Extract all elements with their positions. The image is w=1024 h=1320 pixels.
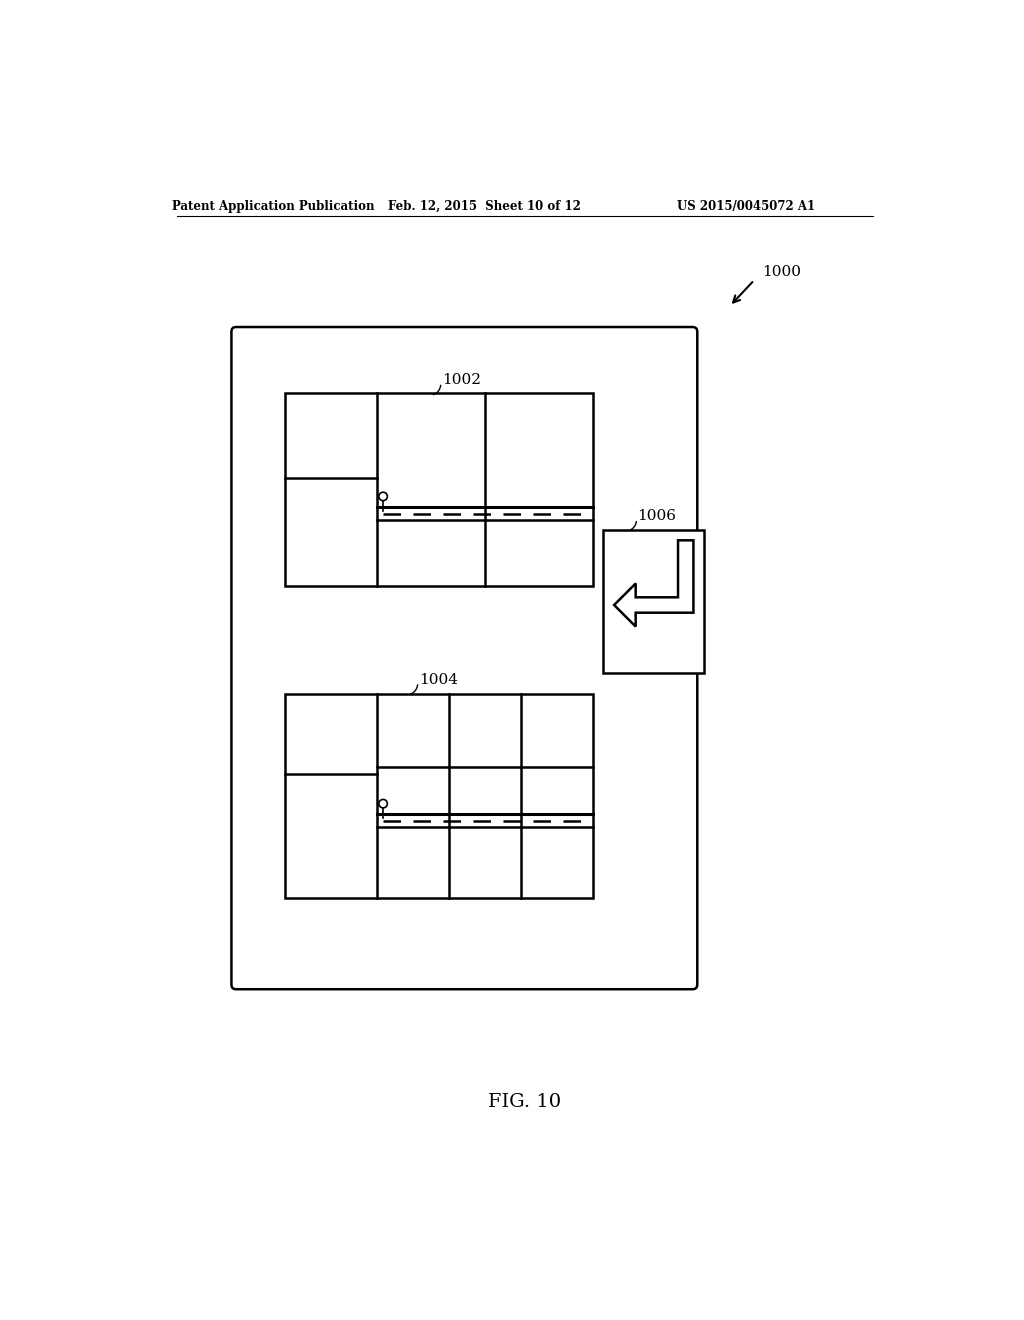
Text: Patent Application Publication: Patent Application Publication xyxy=(172,199,374,213)
Text: Feb. 12, 2015  Sheet 10 of 12: Feb. 12, 2015 Sheet 10 of 12 xyxy=(388,199,582,213)
Text: 1004: 1004 xyxy=(419,673,459,686)
Polygon shape xyxy=(614,540,693,627)
Bar xyxy=(285,693,593,898)
Bar xyxy=(603,529,705,673)
Text: 1006: 1006 xyxy=(637,510,676,524)
Text: US 2015/0045072 A1: US 2015/0045072 A1 xyxy=(678,199,816,213)
Text: 1000: 1000 xyxy=(762,265,801,280)
Text: FIG. 10: FIG. 10 xyxy=(488,1093,561,1110)
Bar xyxy=(285,393,593,586)
FancyBboxPatch shape xyxy=(231,327,697,989)
Text: 1002: 1002 xyxy=(442,374,481,387)
